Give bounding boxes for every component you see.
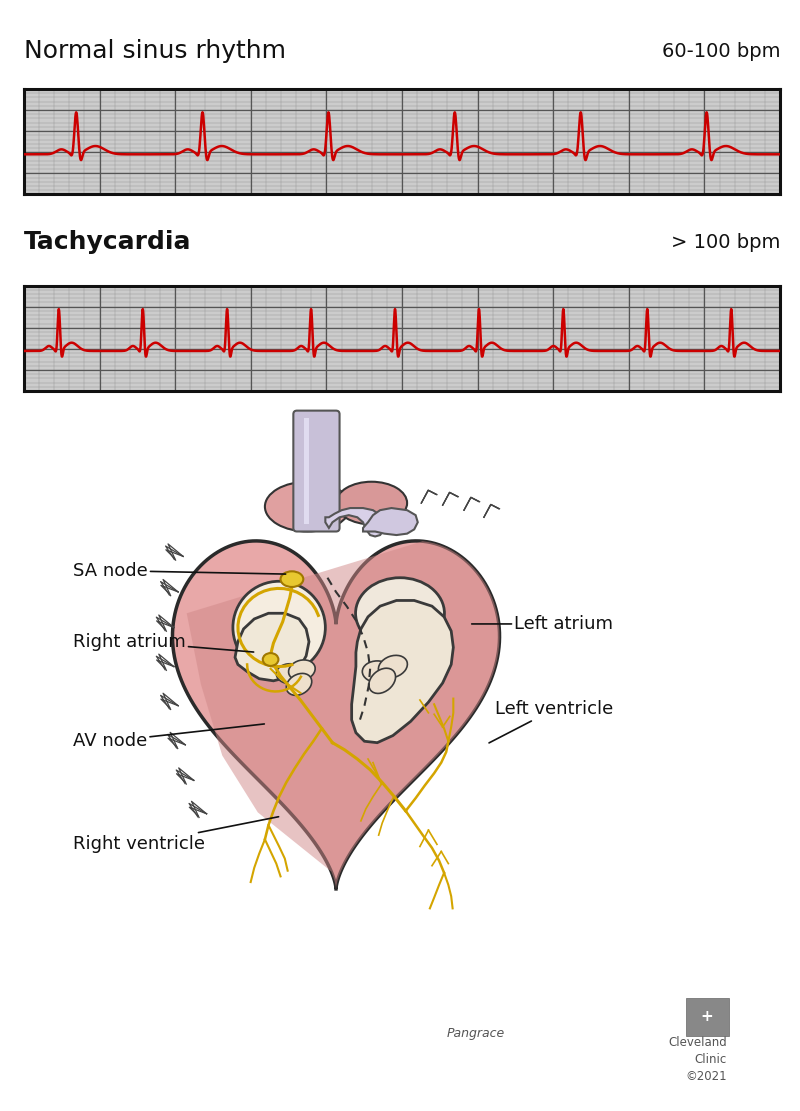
Polygon shape	[173, 541, 499, 889]
Ellipse shape	[265, 482, 350, 531]
Text: Left atrium: Left atrium	[472, 614, 614, 633]
Ellipse shape	[276, 663, 303, 683]
Polygon shape	[352, 600, 454, 742]
Ellipse shape	[355, 578, 445, 649]
Polygon shape	[363, 508, 418, 536]
Text: SA node: SA node	[73, 561, 286, 580]
Ellipse shape	[289, 660, 315, 680]
Text: AV node: AV node	[73, 724, 264, 750]
Text: Right atrium: Right atrium	[73, 632, 254, 652]
Polygon shape	[304, 418, 309, 524]
Text: Cleveland
Clinic
©2021: Cleveland Clinic ©2021	[668, 1035, 727, 1082]
Text: Left ventricle: Left ventricle	[489, 700, 614, 743]
Text: Right ventricle: Right ventricle	[73, 817, 278, 853]
Ellipse shape	[362, 661, 392, 682]
Text: Pangrace: Pangrace	[446, 1027, 505, 1040]
Ellipse shape	[369, 668, 395, 693]
Text: +: +	[701, 1009, 714, 1024]
Ellipse shape	[378, 655, 407, 678]
Text: 60-100 bpm: 60-100 bpm	[662, 41, 780, 61]
Text: Normal sinus rhythm: Normal sinus rhythm	[24, 39, 286, 63]
Polygon shape	[326, 508, 384, 537]
Ellipse shape	[262, 653, 278, 665]
FancyBboxPatch shape	[686, 998, 730, 1037]
Polygon shape	[186, 541, 499, 889]
Polygon shape	[235, 613, 309, 681]
Text: Tachycardia: Tachycardia	[24, 230, 191, 254]
Ellipse shape	[286, 673, 312, 695]
Ellipse shape	[336, 482, 407, 524]
Ellipse shape	[281, 571, 303, 587]
FancyBboxPatch shape	[294, 411, 339, 531]
Ellipse shape	[233, 581, 326, 673]
Text: > 100 bpm: > 100 bpm	[670, 232, 780, 252]
